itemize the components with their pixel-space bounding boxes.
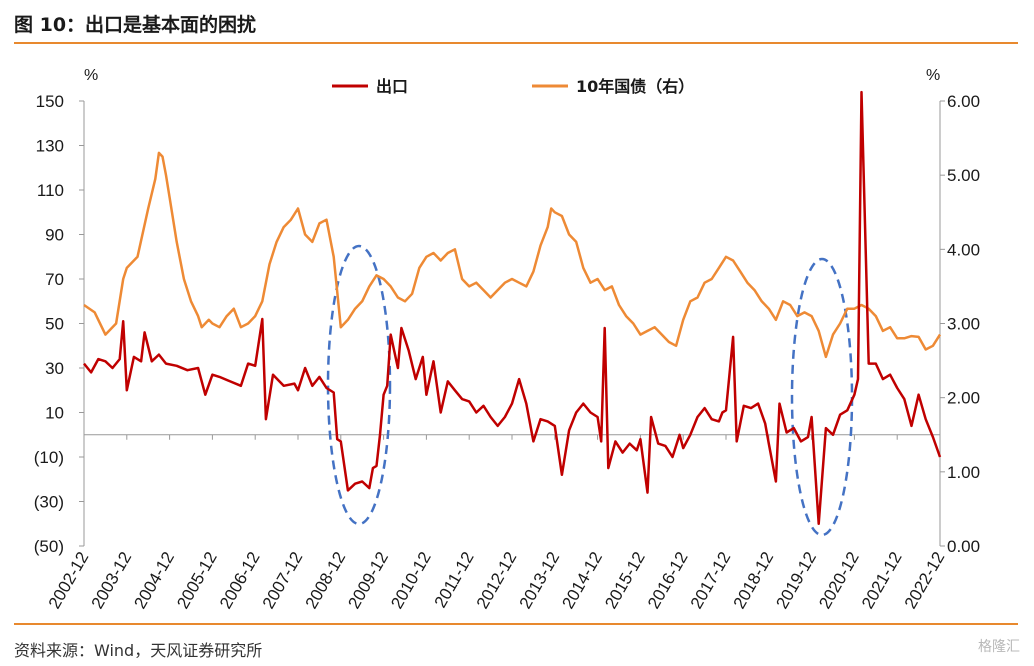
x-tick-label: 2004-12	[130, 549, 178, 613]
x-tick-label: 2019-12	[772, 549, 820, 613]
left-tick-label: 90	[45, 226, 64, 245]
left-tick-label: 110	[37, 181, 64, 200]
legend-label-bond: 10年国债（右）	[576, 77, 694, 96]
legend-label-export: 出口	[376, 77, 408, 96]
left-tick-label: 50	[45, 315, 64, 334]
x-tick-label: 2017-12	[687, 549, 735, 613]
left-tick-label: 150	[36, 92, 64, 111]
right-tick-label: 0.00	[947, 537, 980, 556]
left-tick-label: 30	[45, 359, 64, 378]
highlight-ellipse-2009	[326, 244, 392, 526]
right-tick-label: 6.00	[947, 92, 980, 111]
x-tick-label: 2005-12	[173, 549, 221, 613]
footer-rule	[14, 623, 1018, 625]
x-tick-label: 2002-12	[45, 549, 93, 613]
watermark-logo: 格隆汇	[978, 639, 1020, 655]
legend: 出口 10年国债（右）	[332, 77, 694, 96]
x-tick-label: 2018-12	[730, 549, 778, 613]
series-line-export	[83, 90, 942, 526]
left-tick-label: (10)	[34, 448, 64, 467]
left-axis-unit: %	[84, 67, 98, 84]
chart-title: 图 10：出口是基本面的困扰	[14, 14, 257, 36]
x-tick-label: 2021-12	[858, 549, 906, 613]
right-tick-label: 3.00	[947, 315, 980, 334]
x-tick-label: 2009-12	[344, 549, 392, 613]
right-tick-label: 1.00	[947, 463, 980, 482]
left-tick-label: (30)	[34, 493, 64, 512]
x-tick-label: 2013-12	[516, 549, 564, 613]
right-axis-unit: %	[926, 67, 940, 84]
x-tick-label: 2010-12	[387, 549, 435, 613]
series-line-bond	[83, 151, 942, 359]
x-tick-label: 2008-12	[302, 549, 350, 613]
x-tick-label: 2020-12	[815, 549, 863, 613]
x-tick-label: 2011-12	[431, 549, 478, 611]
x-tick-label: 2022-12	[901, 549, 949, 613]
x-tick-label: 2006-12	[216, 549, 264, 613]
x-tick-label: 2003-12	[88, 549, 136, 613]
left-tick-label: (50)	[34, 537, 64, 556]
left-tick-label: 130	[36, 137, 64, 156]
source-note: 资料来源：Wind，天风证券研究所	[14, 641, 263, 660]
right-tick-label: 4.00	[947, 240, 980, 259]
x-tick-label: 2015-12	[601, 549, 649, 613]
x-tick-label: 2014-12	[558, 549, 606, 613]
right-tick-label: 2.00	[947, 389, 980, 408]
left-tick-label: 10	[45, 404, 64, 423]
header-rule	[14, 42, 1018, 44]
x-tick-label: 2012-12	[473, 549, 521, 613]
highlight-ellipses	[326, 244, 854, 537]
x-tick-label: 2016-12	[644, 549, 692, 613]
right-tick-label: 5.00	[947, 166, 980, 185]
left-tick-label: 70	[45, 270, 64, 289]
x-tick-label: 2007-12	[259, 549, 307, 613]
